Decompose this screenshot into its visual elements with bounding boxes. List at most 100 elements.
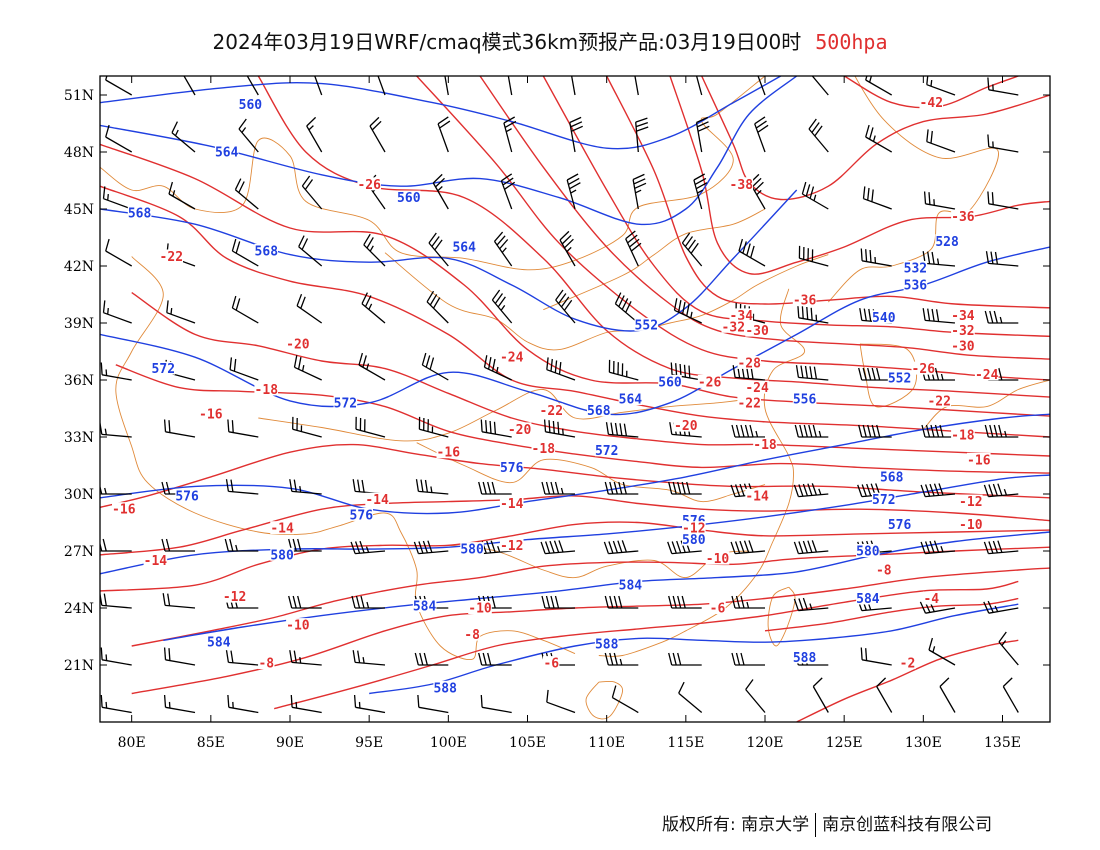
temperature-contour [131, 292, 1050, 457]
wind-barb [168, 181, 196, 210]
height-label-bg [903, 260, 928, 274]
height-label-bg [175, 488, 199, 502]
wind-barb [415, 479, 449, 495]
temperature-label-bg [951, 308, 975, 322]
temperature-label: -16 [199, 408, 223, 423]
wind-barb [234, 178, 259, 210]
wind-barb [540, 540, 576, 555]
height-label: 572 [872, 493, 895, 508]
height-label: 576 [175, 489, 199, 504]
temperature-label: -14 [745, 489, 769, 504]
temperature-label-bg [468, 601, 492, 614]
wind-barb [238, 118, 259, 153]
wind-barb [603, 540, 639, 555]
wind-barb [559, 230, 576, 267]
wind-barb [793, 540, 829, 555]
wind-barb [695, 116, 710, 153]
wind-barb [555, 289, 576, 324]
wind-barb [480, 694, 512, 714]
height-label: 568 [128, 206, 152, 221]
height-label-bg [594, 443, 619, 457]
wind-barb [923, 191, 956, 210]
temperature-label: -12 [959, 495, 982, 510]
temperature-label: -26 [698, 375, 722, 390]
wind-barb [541, 481, 575, 495]
wind-barb [858, 367, 892, 381]
wind-barb [352, 650, 386, 666]
height-label: 588 [793, 651, 817, 666]
height-label-bg [618, 578, 643, 592]
wind-barb [350, 540, 386, 555]
height-label: 576 [500, 461, 524, 476]
wind-barb [695, 76, 703, 96]
wind-barb [102, 186, 132, 210]
height-label-bg [792, 392, 817, 405]
wind-barb [363, 233, 386, 267]
height-label: 568 [880, 470, 904, 485]
boundary-layer [100, 76, 1050, 720]
wind-barb [543, 419, 576, 438]
title-text: 2024年03月19日WRF/cmaq模式36km预报产品:03月19日00时 [212, 30, 802, 54]
wind-barb [801, 181, 829, 210]
height-label-bg [587, 403, 611, 417]
height-label: 580 [682, 533, 706, 548]
wind-barb [754, 116, 769, 153]
height-contour [100, 76, 782, 150]
temperature-label-bg [270, 521, 294, 535]
wind-barb [983, 483, 1019, 498]
temperature-label: -30 [951, 339, 975, 354]
y-tick-label: 33N [64, 430, 94, 446]
temperature-contour [131, 567, 1050, 695]
height-label: 580 [460, 543, 484, 558]
height-label-bg [412, 599, 437, 613]
temperature-label-bg [729, 308, 754, 322]
wind-barb [288, 595, 322, 609]
temperature-label-bg [745, 488, 769, 502]
wind-barb [171, 121, 196, 153]
wind-barb [351, 595, 385, 609]
x-tick-label: 105E [509, 735, 546, 751]
wind-barb [797, 305, 829, 324]
height-label-bg [333, 395, 358, 409]
height-label-bg [127, 205, 152, 219]
temperature-contour [796, 639, 1019, 722]
wind-barb [100, 593, 132, 609]
temperature-label-bg [737, 355, 761, 369]
boundary-line [543, 208, 766, 311]
wind-barb [860, 248, 892, 267]
wind-barb [985, 251, 1019, 267]
temperature-contour [416, 76, 1050, 381]
wind-barb [876, 677, 893, 713]
temperature-label: -12 [682, 522, 705, 537]
temperature-label-bg [709, 601, 726, 614]
temperature-label: -14 [270, 522, 294, 537]
temperature-label: -24 [745, 381, 769, 396]
wind-barb [983, 540, 1019, 555]
temperature-label: -14 [365, 493, 389, 508]
wind-barb [546, 357, 576, 381]
height-label-bg [349, 507, 373, 521]
height-label-bg [433, 680, 457, 694]
wind-barb [865, 124, 893, 153]
wind-barb [634, 76, 639, 96]
wind-barb [983, 600, 1019, 614]
wind-barb [608, 359, 639, 381]
wind-barb [227, 694, 259, 714]
wind-barb [105, 124, 133, 153]
wind-barb [668, 652, 702, 666]
wind-barb [793, 597, 829, 612]
wind-barb [361, 292, 386, 324]
wind-barb [794, 424, 829, 438]
height-label-bg [238, 97, 263, 111]
height-label: 564 [452, 241, 476, 256]
temperature-label-bg [258, 656, 275, 670]
height-label-bg [658, 374, 682, 388]
wind-barb [500, 173, 516, 210]
temperature-label-bg [911, 361, 936, 375]
height-label-bg [254, 243, 278, 257]
temperature-label: -14 [144, 554, 168, 569]
wind-barb [246, 76, 259, 96]
wind-barb [491, 289, 513, 324]
height-label-bg [887, 371, 912, 385]
height-label-bg [903, 278, 928, 291]
